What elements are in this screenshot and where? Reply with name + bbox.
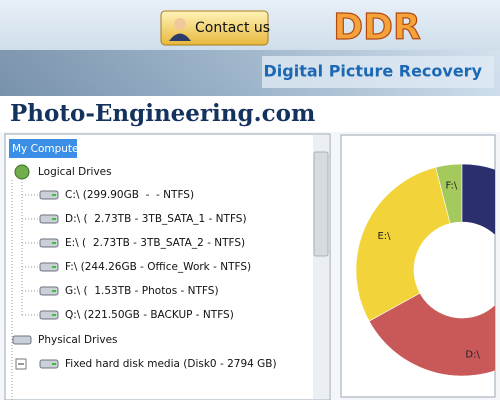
site-banner [0, 96, 500, 132]
drive-icon [52, 290, 56, 292]
tree-group[interactable]: Physical Drives [38, 334, 118, 346]
donut-slice [355, 166, 451, 322]
physical-icon [12, 335, 32, 345]
slice-label: D:\ [465, 349, 480, 360]
drive-icon [39, 359, 59, 369]
drive-icon [39, 190, 59, 200]
contact-button[interactable]: Contact us [160, 10, 270, 46]
drive-item[interactable]: F:\ (244.26GB - Office_Work - NTFS) [65, 261, 251, 273]
logical-icon [14, 164, 30, 180]
button-frame[interactable] [160, 10, 269, 46]
tree-root[interactable]: My Computer [12, 143, 83, 155]
drive-item[interactable]: G:\ ( 1.53TB - Photos - NTFS) [65, 285, 219, 297]
button-label[interactable]: Contact us [195, 20, 270, 36]
drive-icon [52, 363, 56, 365]
drive-icon [52, 194, 56, 196]
drive-icon [39, 238, 59, 248]
drive-item[interactable]: Q:\ (221.50GB - BACKUP - NTFS) [65, 309, 234, 321]
drive-icon [52, 242, 56, 244]
disk-item[interactable]: Fixed hard disk media (Disk0 - 2794 GB) [65, 358, 277, 370]
scroll-thumb[interactable] [313, 151, 329, 257]
drive-item[interactable]: D:\ ( 2.73TB - 3TB_SATA_1 - NTFS) [65, 213, 247, 225]
tree: My Computer Logical Drives C:\ (299.90GB -… [11, 143, 277, 400]
tree-group[interactable]: Logical Drives [38, 166, 112, 178]
person-icon [169, 33, 191, 41]
drive-item[interactable]: E:\ ( 2.73TB - 3TB_SATA_2 - NTFS) [65, 237, 245, 249]
drive-icon [52, 218, 56, 220]
donut-slice [368, 292, 495, 377]
drive-item[interactable]: C:\ (299.90GB - - NTFS) [65, 189, 194, 201]
drive-icon [39, 214, 59, 224]
selection [9, 139, 77, 158]
donut-slice [461, 163, 495, 236]
product-band [262, 56, 494, 88]
person-icon [174, 18, 186, 30]
slice-label: F:\ [445, 181, 457, 192]
drive-icon [39, 262, 59, 272]
tree-pane [4, 133, 331, 401]
drive-icon [52, 266, 56, 268]
donut-chart: F:\G:\D:\E:\ [355, 163, 495, 377]
drive-icon [52, 314, 56, 316]
drive-icon [39, 310, 59, 320]
site-name: Photo-Engineering.com [10, 100, 315, 127]
brand-logo: DDR [333, 7, 421, 48]
slice-label: E:\ [377, 231, 391, 242]
product-name: Digital Picture Recovery [264, 62, 483, 81]
drive-icon [39, 286, 59, 296]
